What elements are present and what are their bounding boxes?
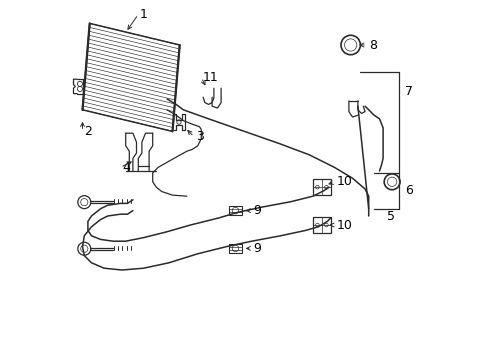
Text: 4: 4 — [122, 161, 130, 174]
Bar — [312, 179, 330, 195]
Text: 11: 11 — [203, 71, 219, 84]
Text: 7: 7 — [404, 85, 412, 98]
Text: 8: 8 — [368, 39, 376, 51]
Text: 6: 6 — [404, 184, 412, 197]
Text: 9: 9 — [253, 242, 261, 255]
Text: 9: 9 — [253, 204, 261, 217]
Text: 2: 2 — [84, 125, 92, 138]
Text: 3: 3 — [196, 130, 203, 143]
Bar — [312, 217, 330, 233]
Bar — [228, 206, 242, 215]
Text: 10: 10 — [336, 219, 351, 231]
Text: 1: 1 — [140, 8, 148, 21]
Text: 10: 10 — [336, 175, 351, 188]
Text: 5: 5 — [386, 210, 394, 222]
Bar — [228, 244, 242, 253]
